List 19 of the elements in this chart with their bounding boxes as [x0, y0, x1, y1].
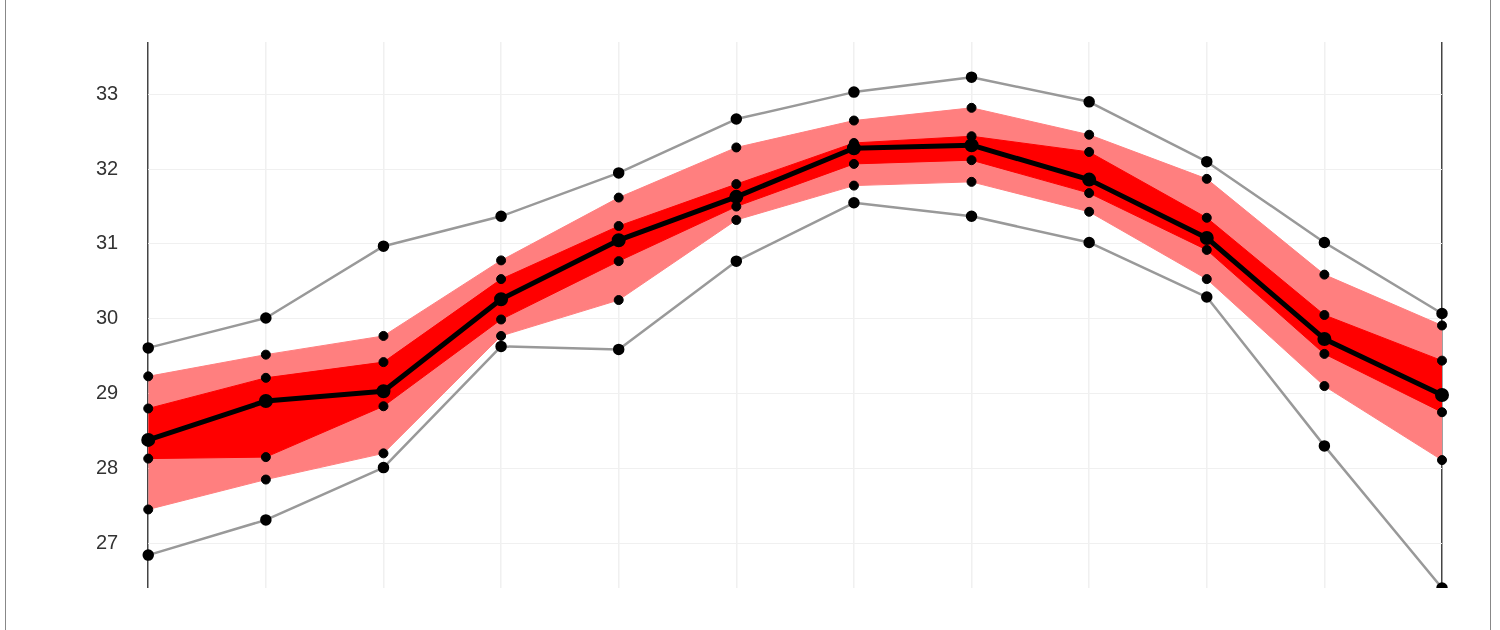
y-tick-label: 30 [96, 306, 119, 329]
point [141, 432, 156, 447]
point [964, 138, 979, 153]
point [611, 233, 626, 248]
point [494, 292, 509, 307]
y-tick-label: 27 [96, 530, 119, 553]
point [729, 189, 744, 204]
point [1317, 331, 1332, 346]
point [258, 394, 273, 409]
y-tick-label: 28 [96, 455, 119, 478]
y-tick-label: 29 [96, 381, 119, 404]
point [1199, 230, 1214, 245]
point [1435, 388, 1449, 403]
y-tick-label: 33 [96, 81, 119, 104]
point [376, 384, 391, 399]
point [1082, 172, 1097, 187]
y-tick-label: 32 [96, 156, 119, 179]
point [846, 141, 861, 156]
y-tick-label: 31 [96, 231, 119, 254]
